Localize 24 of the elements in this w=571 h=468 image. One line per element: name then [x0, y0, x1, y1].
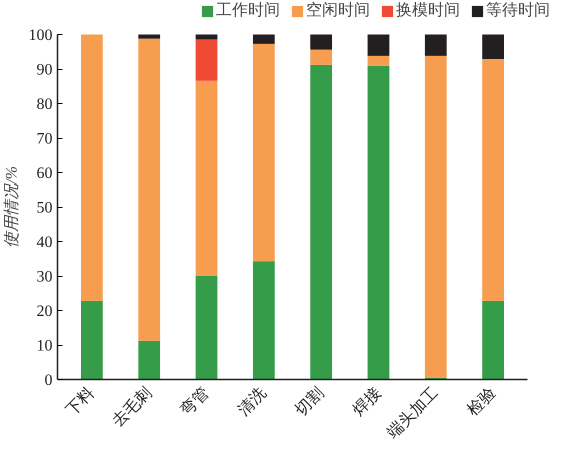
- x-tick-label: 焊接: [349, 384, 384, 420]
- y-tick-label: 90: [36, 62, 52, 78]
- legend-label: 等待时间: [486, 0, 550, 21]
- x-tick-label: 清洗: [234, 384, 270, 420]
- x-tick-label: 端头加工: [384, 384, 442, 442]
- y-tick-label: 70: [36, 130, 52, 148]
- y-tick-label: 50: [36, 200, 52, 216]
- legend-label: 换模时间: [396, 0, 460, 21]
- x-tick-label: 下料: [62, 384, 98, 420]
- y-tick-label: 60: [36, 165, 52, 182]
- y-tick-label: 10: [36, 338, 52, 354]
- y-tick-label: 100: [28, 27, 52, 44]
- x-tick-label: 弯管: [177, 384, 213, 420]
- y-axis-title: 使用情况/%: [2, 166, 20, 248]
- y-tick-label: 80: [36, 96, 52, 113]
- y-tick-label: 20: [36, 303, 52, 320]
- y-tick-label: 30: [36, 268, 52, 286]
- x-tick-label: 去毛刺: [108, 384, 156, 430]
- y-tick-label: 0: [44, 372, 52, 389]
- y-tick-label: 40: [36, 234, 52, 251]
- legend-label: 工作时间: [216, 0, 280, 21]
- legend-label: 空闲时间: [306, 0, 370, 21]
- x-tick-label: 检验: [464, 384, 500, 420]
- x-tick-label: 切割: [292, 384, 328, 420]
